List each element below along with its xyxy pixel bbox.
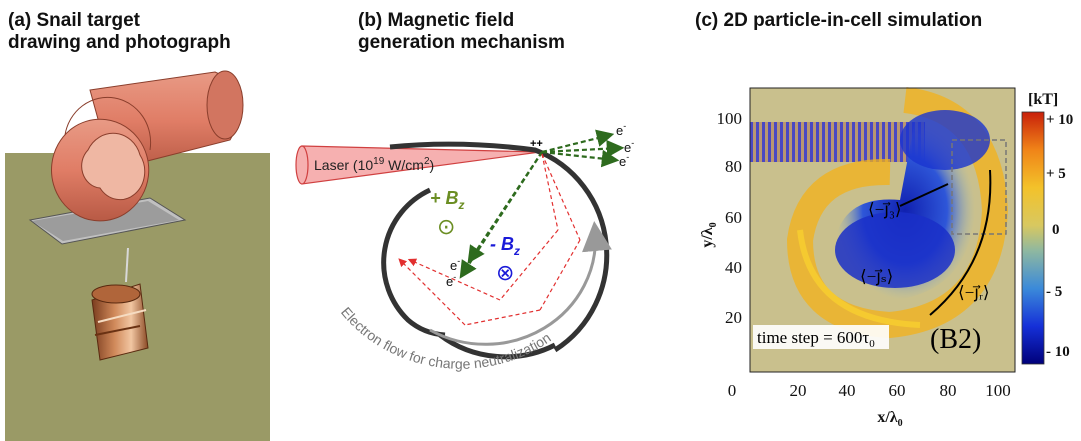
y-tick-labels: 100 80 60 40 20 xyxy=(717,109,743,327)
panel-a-illustration xyxy=(5,70,270,441)
x-tick-0: 0 xyxy=(728,381,737,400)
panel-tag: (B2) xyxy=(930,324,981,355)
electron-flow-arrow xyxy=(429,221,612,346)
y-tick-80: 80 xyxy=(725,157,742,176)
y-tick-60: 60 xyxy=(725,208,742,227)
laser-beam xyxy=(295,145,541,185)
colorbar xyxy=(1021,111,1045,365)
x-tick-60: 60 xyxy=(889,381,906,400)
colorbar-tick-minus10: - 10 xyxy=(1046,344,1070,360)
svg-text:e-: e- xyxy=(446,272,456,289)
x-tick-100: 100 xyxy=(985,381,1011,400)
incident-laser-region xyxy=(750,122,925,162)
x-tick-80: 80 xyxy=(940,381,957,400)
svg-text:e-: e- xyxy=(450,256,460,273)
panel-a-title: (a) Snail target drawing and photograph xyxy=(8,10,231,54)
colorbar-unit: [kT] xyxy=(1028,91,1058,108)
time-step-box xyxy=(753,325,889,349)
panel-b-title-line2: generation mechanism xyxy=(358,32,565,53)
y-tick-20: 20 xyxy=(725,308,742,327)
x-tick-40: 40 xyxy=(839,381,856,400)
cross-into-page-icon: ⊗ xyxy=(496,260,514,285)
colorbar-tick-plus5: + 5 xyxy=(1046,166,1066,182)
panel-a-title-line1: (a) Snail target xyxy=(8,10,140,31)
colorbar-tick-plus10: + 10 xyxy=(1046,112,1073,128)
laser-label: Laser (1019 W/cm2) xyxy=(314,156,434,173)
x-axis-label: x/λ0 xyxy=(877,409,902,429)
current-js-label: ⟨−j⃗ₛ⟩ xyxy=(860,267,893,286)
panel-a-title-line2: drawing and photograph xyxy=(8,32,231,53)
target-inner-arc xyxy=(381,187,446,338)
colorbar-tick-labels: + 10 + 5 0 - 5 - 10 xyxy=(1046,112,1073,360)
electron-labels: e- e- e- e- e- xyxy=(446,121,634,289)
snail-target-drawing xyxy=(51,70,244,222)
zoom-box xyxy=(951,139,1007,235)
y-tick-100: 100 xyxy=(717,109,743,128)
panel-c-title: (c) 2D particle-in-cell simulation xyxy=(695,10,983,31)
panel-c-plot: ⟨−j⃗₃⟩ ⟨−j⃗ₛ⟩ ⟨−j⃗ᵣ⟩ time step = 600τ0 (… xyxy=(699,87,1073,429)
target-outer-arc xyxy=(389,141,610,353)
panel-b-title: (b) Magnetic field generation mechanism xyxy=(358,10,565,54)
current-jr-label: ⟨−j⃗ᵣ⟩ xyxy=(958,283,989,302)
escaping-electrons xyxy=(459,129,625,279)
panel-b-diagram: Laser (1019 W/cm2) ++ e- e- e- e- e- + B… xyxy=(295,121,634,372)
x-tick-20: 20 xyxy=(790,381,807,400)
panel-b-title-line1: (b) Magnetic field xyxy=(358,10,515,31)
time-step-label: time step = 600τ0 xyxy=(757,328,875,350)
snail-target-photograph xyxy=(91,283,149,361)
y-tick-40: 40 xyxy=(725,258,742,277)
y-axis-label: y/λ0 xyxy=(699,222,719,247)
plus-bz-label: + Bz xyxy=(430,188,465,212)
colorbar-tick-0: 0 xyxy=(1052,222,1060,238)
plus-charges: ++ xyxy=(530,138,543,150)
colorbar-tick-minus5: - 5 xyxy=(1046,284,1062,300)
x-tick-labels: 0 20 40 60 80 100 xyxy=(728,381,1011,400)
dot-out-of-page-icon: ⊙ xyxy=(437,214,455,239)
svg-text:e-: e- xyxy=(616,121,626,138)
current-j3-label: ⟨−j⃗₃⟩ xyxy=(868,200,902,219)
svg-text:e-: e- xyxy=(624,138,634,155)
target-outer-lower-arc xyxy=(438,333,557,360)
svg-text:e-: e- xyxy=(619,152,629,169)
return-current-paths xyxy=(398,153,581,326)
minus-bz-label: - Bz xyxy=(490,234,520,258)
